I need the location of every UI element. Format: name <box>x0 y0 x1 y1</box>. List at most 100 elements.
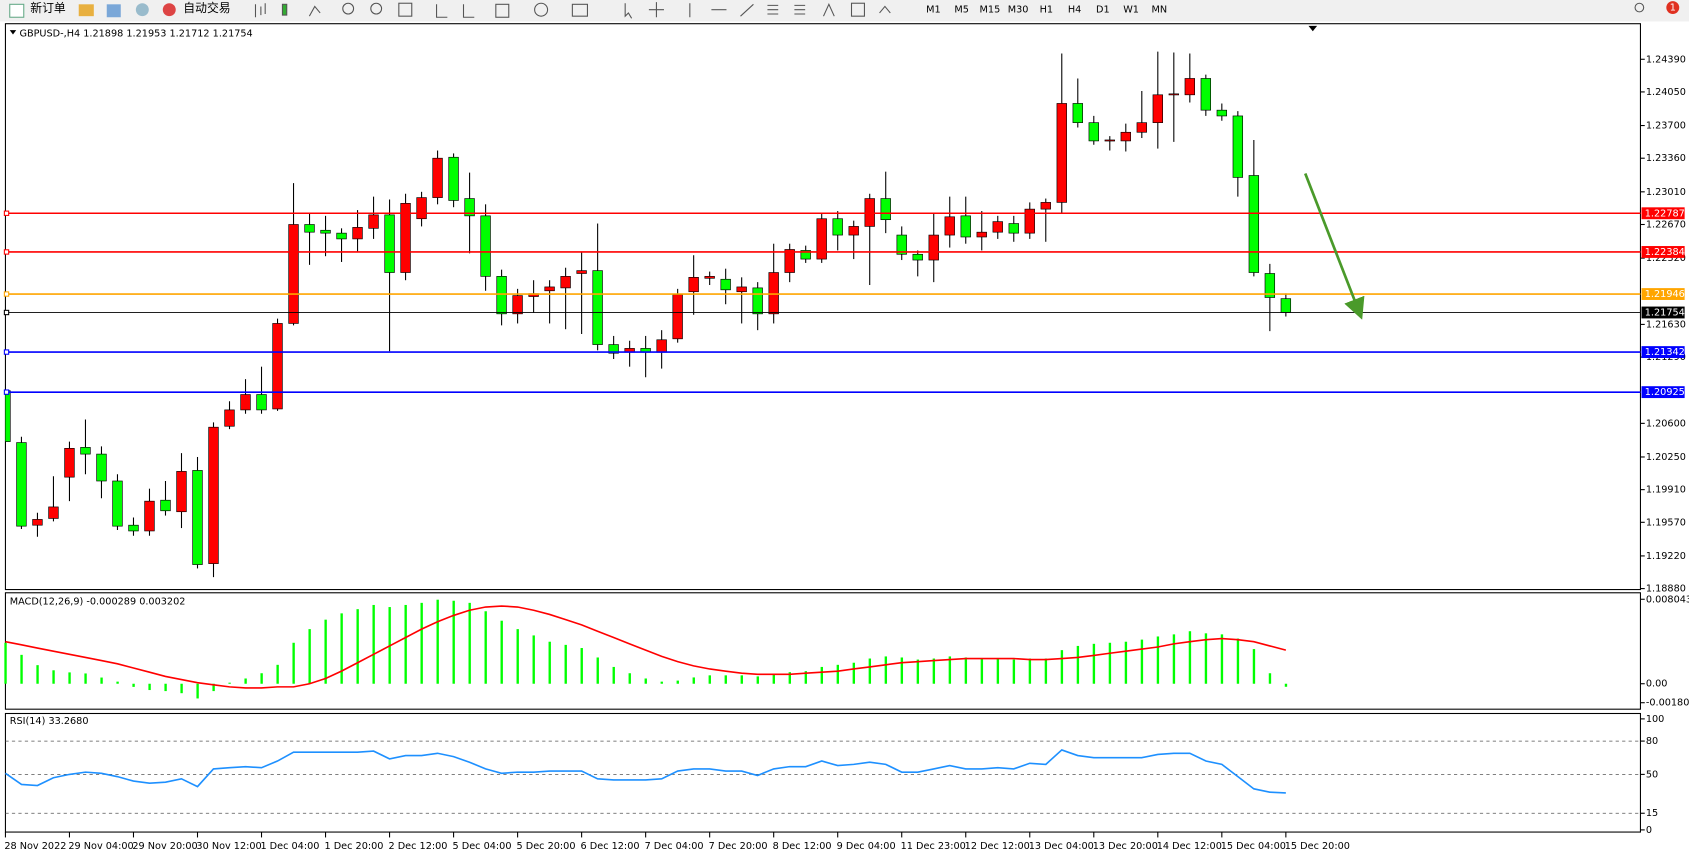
timeframe[interactable]: W1 <box>1123 5 1139 16</box>
candle-body <box>1040 202 1051 210</box>
x-tick-label: 12 Dec 12:00 <box>965 841 1030 852</box>
x-tick-label: 6 Dec 12:00 <box>581 841 640 852</box>
macd-bar <box>148 683 151 691</box>
level-label-bg <box>1641 306 1685 319</box>
rsi-title: RSI(14) 33.2680 <box>10 716 89 727</box>
candle-body <box>704 276 715 279</box>
x-tick-label: 7 Dec 04:00 <box>645 841 704 852</box>
toolbar: 新订单 自动交易 <box>0 0 1689 22</box>
macd-bar <box>260 673 263 684</box>
level-anchor <box>3 309 10 316</box>
macd-bar <box>804 671 807 684</box>
templates-icon[interactable] <box>571 3 588 17</box>
search-icon[interactable] <box>1634 2 1645 13</box>
macd-bar <box>788 672 791 684</box>
candle-body <box>1008 223 1019 234</box>
macd-bar <box>68 672 71 684</box>
candle-body <box>816 218 827 260</box>
zoom-in-icon[interactable] <box>342 2 355 15</box>
level-label-bg <box>1641 207 1685 220</box>
candle-body <box>112 480 123 527</box>
candle-body <box>352 227 363 240</box>
zoom-out-icon[interactable] <box>370 2 383 15</box>
auto-trading[interactable]: 自动交易 <box>183 1 230 15</box>
candle-body <box>784 249 795 273</box>
arrows-icon[interactable] <box>879 5 891 14</box>
x-tick-label: 28 Nov 2022 <box>4 841 66 852</box>
macd-bar <box>436 599 439 684</box>
candle-body <box>1232 115 1244 178</box>
macd-bar <box>36 665 39 684</box>
text-icon[interactable] <box>822 3 835 17</box>
icon[interactable] <box>135 3 149 17</box>
timeframe[interactable]: D1 <box>1096 5 1110 16</box>
auto-trading-icon[interactable] <box>162 3 176 17</box>
macd-bar <box>900 657 904 684</box>
macd-bar <box>868 658 872 684</box>
level-anchor <box>3 249 10 255</box>
level-label-bg <box>1641 288 1685 300</box>
timeframe[interactable]: M30 <box>1008 5 1029 16</box>
tile-icon[interactable] <box>398 2 413 17</box>
macd-bar <box>1268 673 1272 684</box>
timeframe[interactable]: M1 <box>926 5 941 16</box>
macd-bar <box>1140 639 1144 684</box>
x-tick-label: 1 Dec 20:00 <box>324 841 383 852</box>
timeframe[interactable]: H1 <box>1040 5 1053 16</box>
macd-bar <box>964 657 968 684</box>
chart-title: GBPUSD-,H4 1.21898 1.21953 1.21712 1.217… <box>19 28 252 39</box>
level-label: 1.21342 <box>1645 347 1685 358</box>
candle-body <box>1280 298 1292 313</box>
macd-bar <box>1172 634 1176 684</box>
trendline-icon[interactable] <box>740 3 754 17</box>
macd-bar <box>1156 636 1160 684</box>
y-tick-label: 15 <box>1646 808 1658 819</box>
icon[interactable] <box>78 4 94 17</box>
candle-icon[interactable] <box>281 3 288 16</box>
macd-bar <box>612 666 615 684</box>
macd-bar <box>724 675 727 684</box>
indicators-icon[interactable] <box>495 3 510 18</box>
macd-bar <box>116 681 119 684</box>
label-icon[interactable] <box>850 2 865 17</box>
timeframe[interactable]: M15 <box>980 5 1001 16</box>
candle-body <box>192 470 203 565</box>
new-order[interactable]: 新订单 <box>30 1 66 15</box>
y-tick-label: 1.22670 <box>1646 219 1686 230</box>
badge[interactable] <box>1666 1 1680 15</box>
candle-body <box>144 500 155 532</box>
y-tick-label: 1.24050 <box>1646 87 1686 98</box>
candle-body <box>368 214 379 229</box>
fibo-icon[interactable] <box>794 4 806 15</box>
macd-bar <box>180 683 183 694</box>
macd-bar <box>132 683 135 687</box>
autoscroll-icon[interactable] <box>436 4 448 18</box>
line-icon[interactable] <box>308 5 321 17</box>
shift-icon[interactable] <box>462 4 475 18</box>
candle-body <box>64 448 75 478</box>
candle-body <box>1152 94 1163 123</box>
axes: 1.24390 1.24050 1.23700 1.23360 1.23010 1.226… <box>3 54 1689 852</box>
icon[interactable] <box>106 4 121 18</box>
macd-bar <box>548 641 551 684</box>
candle-body <box>272 323 283 410</box>
x-tick-label: 14 Dec 12:00 <box>1157 841 1222 852</box>
timeframe[interactable]: H4 <box>1068 5 1081 16</box>
crosshair-icon[interactable] <box>648 2 664 18</box>
macd-bar <box>100 677 103 684</box>
macd-bar <box>660 681 663 684</box>
new-order-icon[interactable] <box>9 3 25 18</box>
timeframe[interactable]: MN <box>1152 5 1168 16</box>
timeframe[interactable]: M5 <box>954 5 969 16</box>
candle-body <box>224 409 235 427</box>
macd-bar <box>836 664 840 684</box>
candle-body <box>1104 139 1115 142</box>
cursor-icon[interactable] <box>624 3 633 19</box>
level-label: 1.20925 <box>1645 387 1685 398</box>
periods-icon[interactable] <box>534 2 549 17</box>
macd-bar <box>820 666 823 684</box>
macd-bar <box>84 673 87 684</box>
candle-body <box>736 286 747 293</box>
bar-chart-icon[interactable] <box>254 3 266 18</box>
channel-icon[interactable] <box>767 4 779 15</box>
